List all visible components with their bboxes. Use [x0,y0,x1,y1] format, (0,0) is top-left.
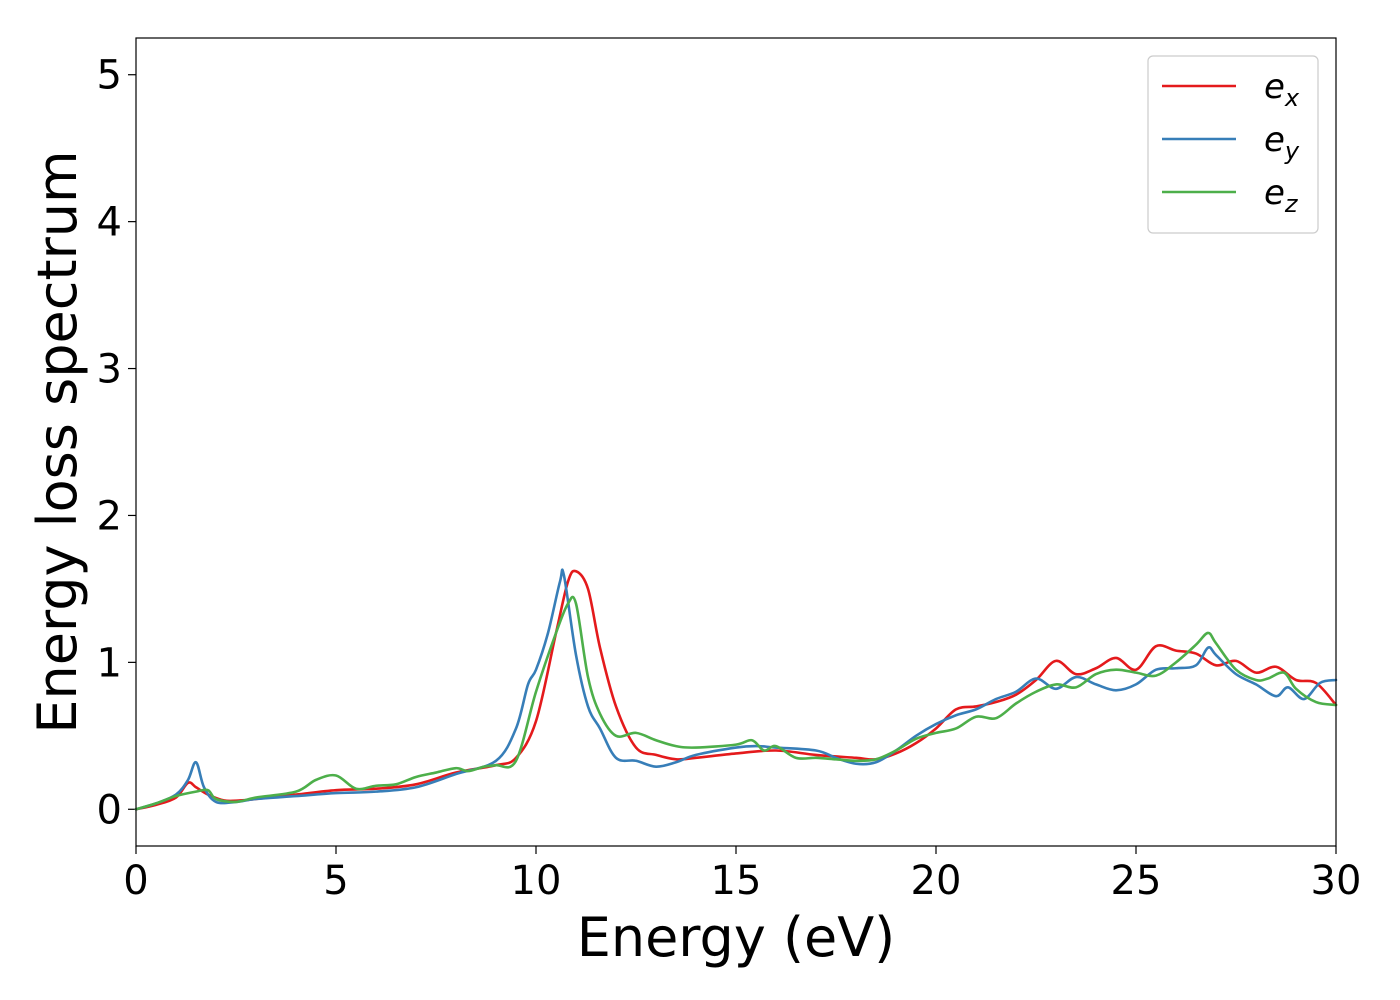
series-line-x [134,569,1338,811]
x-tick-label: 30 [1311,858,1362,904]
y-tick-label: 4 [97,200,122,246]
x-tick-label: 0 [123,858,148,904]
series-line-z [134,595,1338,811]
series-lines [134,568,1338,811]
axis-ticks: 0 5 10 15 20 25 30 0 1 2 3 4 5 [97,53,1362,904]
x-tick-label: 15 [711,858,762,904]
legend: ex ey ez [1147,55,1319,234]
legend-box [1147,55,1319,234]
series-line-y [134,568,1338,811]
x-tick-label: 5 [323,858,348,904]
y-tick-label: 2 [97,493,122,539]
x-tick-label: 20 [911,858,962,904]
y-tick-label: 3 [97,347,122,393]
legend-label: ey [1264,120,1300,165]
legend-label: ez [1264,173,1299,218]
x-axis-title: Energy (eV) [577,906,896,969]
plot-area-frame [135,37,1337,847]
y-axis-title: Energy loss spectrum [26,150,89,733]
x-tick-label: 25 [1111,858,1162,904]
y-tick-label: 1 [97,640,122,686]
legend-label: ex [1264,67,1300,112]
y-tick-label: 5 [97,53,122,99]
x-tick-label: 10 [511,858,562,904]
y-tick-label: 0 [97,787,122,833]
